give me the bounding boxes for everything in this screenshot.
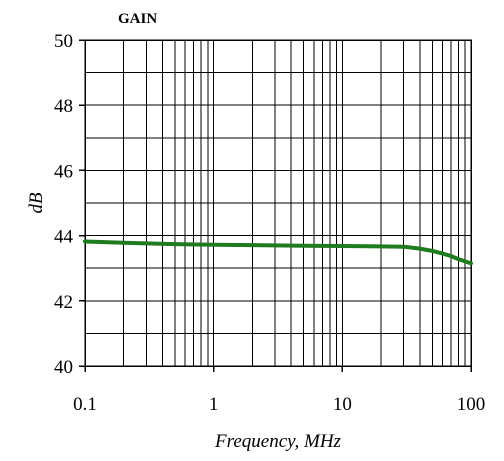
y-tick-label: 50: [54, 31, 73, 52]
x-axis-label: Frequency, MHz: [214, 431, 342, 452]
grid: [85, 40, 471, 366]
series: [83, 239, 473, 266]
plot-frame: [84, 39, 472, 367]
gain-series-line: [83, 239, 473, 266]
x-tick-label: 10: [333, 394, 352, 415]
y-tick-label: 46: [54, 161, 73, 182]
x-tick-label: 100: [457, 394, 486, 415]
y-tick-label: 40: [54, 357, 73, 378]
axis-ticks: [79, 39, 472, 372]
y-tick-label: 42: [54, 292, 73, 313]
x-tick-labels: 0.1 1 10 100: [73, 394, 485, 415]
y-axis-label: dB: [26, 192, 47, 214]
x-tick-label: 0.1: [73, 394, 97, 415]
y-tick-label: 48: [54, 96, 73, 117]
x-tick-label: 1: [209, 394, 219, 415]
y-tick-labels: 40 42 44 46 48 50: [54, 31, 74, 378]
y-tick-label: 44: [54, 227, 74, 248]
chart-title: GAIN: [118, 11, 157, 27]
